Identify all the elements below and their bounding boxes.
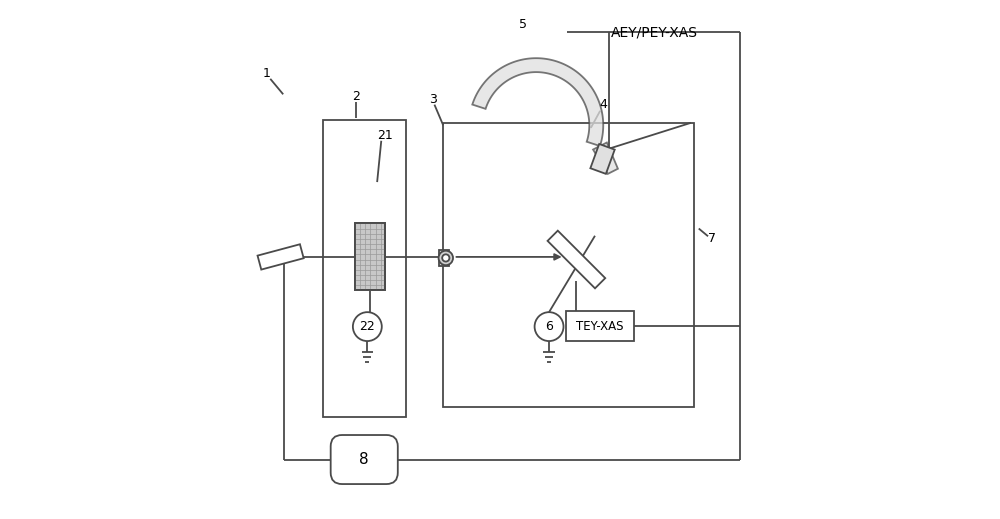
Text: TEY-XAS: TEY-XAS <box>576 320 624 333</box>
Polygon shape <box>258 244 304 269</box>
Polygon shape <box>472 58 603 146</box>
Bar <box>323 120 406 417</box>
Circle shape <box>439 251 453 265</box>
Text: 22: 22 <box>359 320 375 333</box>
Text: 21: 21 <box>378 129 393 142</box>
Bar <box>443 122 694 406</box>
Text: AEY/PEY-XAS: AEY/PEY-XAS <box>611 25 698 39</box>
FancyBboxPatch shape <box>331 435 398 484</box>
Bar <box>355 223 385 291</box>
Text: 3: 3 <box>429 93 437 106</box>
Text: 8: 8 <box>359 452 369 467</box>
Text: 2: 2 <box>353 90 360 103</box>
Text: 4: 4 <box>599 98 607 111</box>
Text: 6: 6 <box>545 320 553 333</box>
Bar <box>355 223 385 291</box>
Bar <box>566 311 634 341</box>
Text: 1: 1 <box>263 67 271 80</box>
Text: 5: 5 <box>519 18 527 31</box>
Polygon shape <box>590 144 615 174</box>
Circle shape <box>535 312 563 341</box>
Polygon shape <box>593 143 618 174</box>
Text: 7: 7 <box>708 233 716 245</box>
Bar <box>439 250 449 266</box>
Circle shape <box>353 312 382 341</box>
Polygon shape <box>548 230 605 289</box>
Circle shape <box>442 254 449 262</box>
